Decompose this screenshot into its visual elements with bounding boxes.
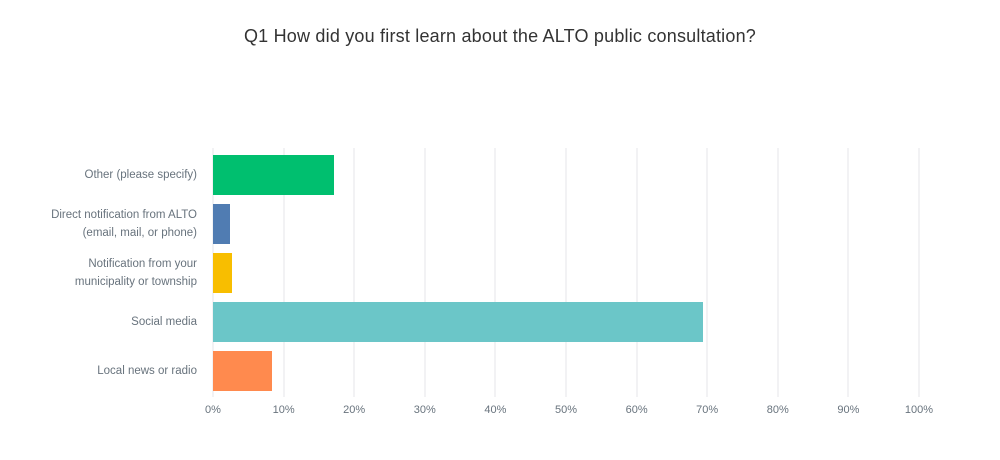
x-tick-label: 60% xyxy=(625,404,648,416)
category-label: Local news or radio xyxy=(97,365,197,377)
category-label: Other (please specify) xyxy=(84,169,198,181)
x-tick-label: 70% xyxy=(696,404,719,416)
x-tick-label: 30% xyxy=(413,404,436,416)
bar-0[interactable] xyxy=(213,155,334,195)
x-tick-label: 0% xyxy=(205,404,221,416)
category-label: Notification from your municipality or t… xyxy=(74,258,197,288)
gridline xyxy=(424,148,426,397)
plot-area: 0% 10% 20% 30% 40% 50% 60% 70% 80% 90% 100% Other (… xyxy=(51,148,933,416)
gridline xyxy=(918,148,920,397)
bar-1[interactable] xyxy=(213,204,230,244)
x-tick-label: 50% xyxy=(554,404,578,416)
category-label: Direct notification from ALTO (email, ma… xyxy=(51,209,197,239)
gridline xyxy=(283,148,285,397)
bar-2[interactable] xyxy=(213,253,233,293)
x-tick-label: 20% xyxy=(343,404,366,416)
x-tick-label: 80% xyxy=(766,404,789,416)
chart-title: Q1 How did you first learn about the ALT… xyxy=(243,26,757,46)
x-tick-label: 90% xyxy=(837,404,860,416)
gridline xyxy=(847,148,849,397)
x-tick-label: 40% xyxy=(484,404,507,416)
x-tick-label: 10% xyxy=(272,404,295,416)
x-tick-label: 100% xyxy=(904,404,934,416)
gridline xyxy=(636,148,638,397)
gridline xyxy=(353,148,355,397)
bar-3[interactable] xyxy=(213,302,703,342)
gridline xyxy=(494,148,496,397)
gridline xyxy=(706,148,708,397)
gridline xyxy=(777,148,779,397)
bar-4[interactable] xyxy=(213,351,273,391)
gridline xyxy=(565,148,567,397)
category-label: Social media xyxy=(131,316,197,328)
